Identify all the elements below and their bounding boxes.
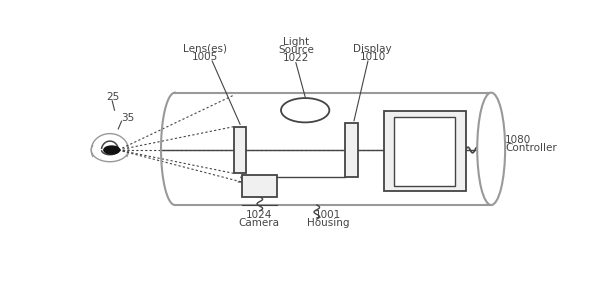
Text: Housing: Housing xyxy=(307,218,350,228)
Bar xyxy=(345,123,358,177)
Text: 25: 25 xyxy=(107,92,120,102)
Text: Lens(es): Lens(es) xyxy=(183,44,227,54)
Text: Controller: Controller xyxy=(505,143,557,153)
Ellipse shape xyxy=(477,93,505,205)
Text: Display: Display xyxy=(353,44,392,54)
Text: 1024: 1024 xyxy=(245,210,272,220)
Text: 1080: 1080 xyxy=(505,135,532,145)
Text: 1010: 1010 xyxy=(359,52,386,62)
Circle shape xyxy=(104,146,119,154)
Text: 1001: 1001 xyxy=(316,210,341,220)
Bar xyxy=(234,126,246,173)
Bar xyxy=(394,116,455,186)
Circle shape xyxy=(281,98,329,123)
Text: 1005: 1005 xyxy=(192,52,218,62)
Text: Source: Source xyxy=(278,45,314,55)
Text: Light: Light xyxy=(283,37,309,47)
Text: 35: 35 xyxy=(121,113,135,123)
Bar xyxy=(242,174,277,197)
Text: 1022: 1022 xyxy=(283,53,309,63)
Bar xyxy=(384,111,466,191)
Text: Camera: Camera xyxy=(238,218,279,228)
